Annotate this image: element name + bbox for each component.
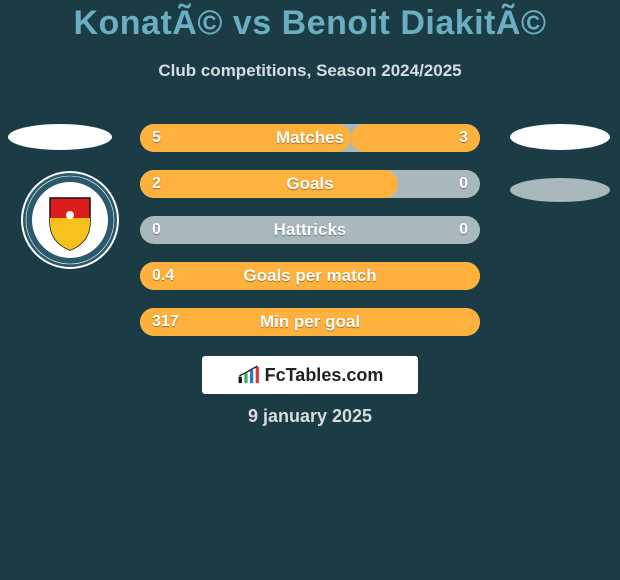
date: 9 january 2025 — [0, 406, 620, 427]
page-subtitle: Club competitions, Season 2024/2025 — [0, 61, 620, 81]
right-team-badge-placeholder-2 — [510, 178, 610, 202]
page-title: KonatÃ© vs Benoit DiakitÃ© — [0, 0, 620, 43]
fctables-watermark: FcTables.com — [202, 356, 418, 394]
stat-row: 317Min per goal — [140, 308, 480, 336]
bar-chart-icon — [237, 365, 263, 385]
stat-row: 53Matches — [140, 124, 480, 152]
stat-label: Matches — [140, 124, 480, 152]
stat-label: Goals — [140, 170, 480, 198]
right-team-badge-placeholder — [510, 124, 610, 150]
stats-container: 53Matches 20Goals 00Hattricks 0.4Goals per … — [140, 124, 480, 354]
left-team-badge-placeholder — [8, 124, 112, 150]
stat-label: Goals per match — [140, 262, 480, 290]
stat-label: Min per goal — [140, 308, 480, 336]
club-badge — [20, 170, 120, 270]
stat-row: 20Goals — [140, 170, 480, 198]
stat-row: 0.4Goals per match — [140, 262, 480, 290]
stat-label: Hattricks — [140, 216, 480, 244]
fctables-label: FcTables.com — [265, 365, 384, 386]
stat-row: 00Hattricks — [140, 216, 480, 244]
